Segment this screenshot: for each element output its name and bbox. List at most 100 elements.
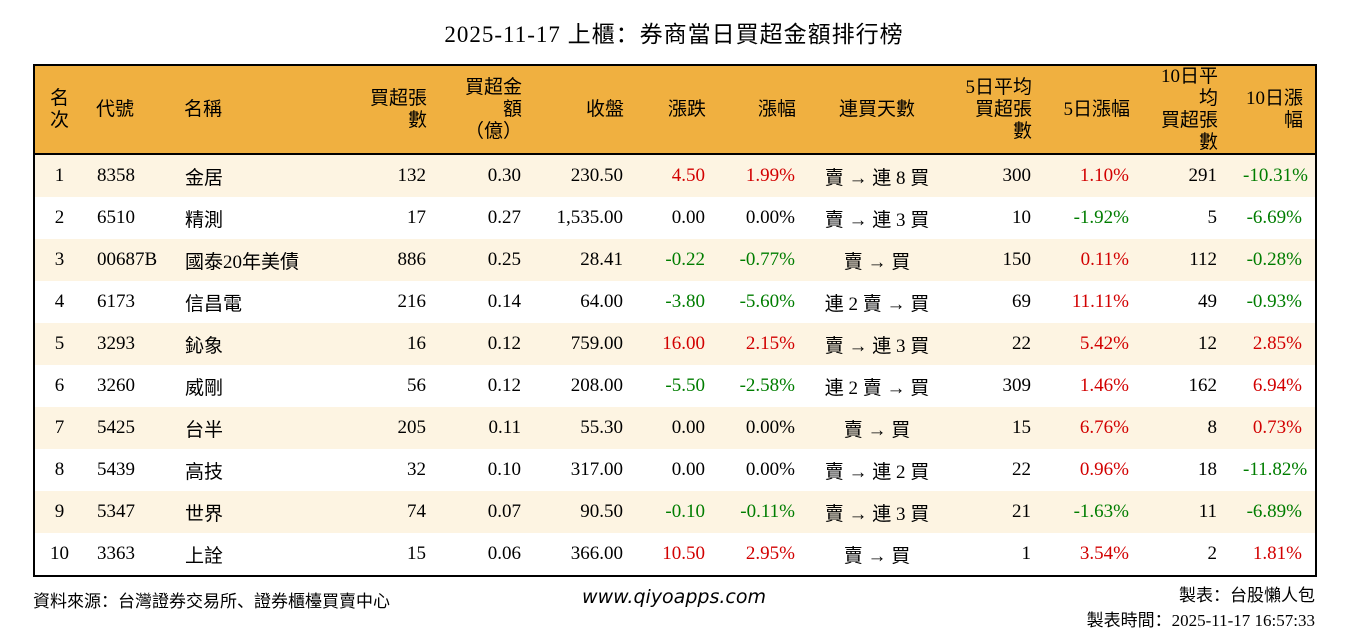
cell-close: 55.30 [580,417,623,439]
cell-close: 64.00 [580,291,623,313]
cell-code: 3363 [97,543,135,565]
cell-net_buy_lots: 216 [397,291,427,313]
cell-pct10: 6.94% [1252,375,1302,397]
cell-avg10_lots: 12 [1198,333,1217,355]
cell-rank: 6 [54,375,65,397]
cell-change_pct: 0.00% [745,207,795,229]
cell-pct5: 1.46% [1079,375,1129,397]
cell-change_pct: -0.11% [740,501,795,523]
cell-net_buy_lots: 132 [397,165,427,187]
cell-pct5: -1.92% [1073,207,1129,229]
cell-net_buy_amount: 0.30 [487,165,521,187]
cell-code: 5347 [97,501,135,523]
cell-streak: 賣 → 連 3 買 [824,503,930,525]
column-header-net_buy_amount: 買超金額 （億） [439,65,534,156]
cell-net_buy_amount: 0.10 [487,459,521,481]
cell-close: 759.00 [570,333,623,355]
table-row: 10 3363 上詮 15 0.06 366.00 10.50 2.95% 賣 → 買 1 3.54… [34,533,1316,576]
cell-avg5_lots: 22 [1012,459,1031,481]
cell-pct5: 6.76% [1079,417,1129,439]
cell-change: -0.10 [665,501,705,523]
cell-streak: 連 2 賣 → 買 [824,293,930,315]
cell-code: 3260 [97,375,135,397]
column-header-rank: 名次 [34,65,84,156]
credit-block: 製表：台股懶人包 製表時間：2025-11-17 16:57:33 [766,584,1315,633]
cell-net_buy_amount: 0.12 [487,333,521,355]
cell-close: 90.50 [580,501,623,523]
cell-avg10_lots: 18 [1198,459,1217,481]
cell-change_pct: 0.00% [745,417,795,439]
cell-rank: 10 [50,543,69,565]
cell-streak: 賣 → 連 8 買 [824,167,930,189]
cell-net_buy_lots: 15 [407,543,426,565]
cell-avg10_lots: 49 [1198,291,1217,313]
cell-net_buy_lots: 16 [407,333,426,355]
cell-pct10: -11.82% [1243,459,1308,481]
cell-change_pct: -2.58% [739,375,795,397]
cell-rank: 5 [54,333,65,355]
table-row: 8 5439 高技 32 0.10 317.00 0.00 0.00% 賣 → 連 2 買 22 0… [34,449,1316,491]
cell-streak: 連 2 賣 → 買 [824,377,930,399]
cell-net_buy_amount: 0.25 [487,249,521,271]
cell-code: 6173 [97,291,135,313]
cell-rank: 4 [54,291,65,313]
cell-change_pct: 0.00% [745,459,795,481]
cell-avg10_lots: 112 [1189,249,1217,271]
cell-code: 5439 [97,459,135,481]
cell-pct10: -6.69% [1246,207,1302,229]
table-row: 1 8358 金居 132 0.30 230.50 4.50 1.99% 賣 → 連 8 買 30… [34,154,1316,198]
cell-code: 8358 [97,165,135,187]
column-header-change_pct: 漲幅 [718,65,808,156]
cell-net_buy_lots: 56 [407,375,426,397]
cell-change_pct: -5.60% [739,291,795,313]
website-text: www.qiyoapps.com [582,586,766,609]
cell-net_buy_lots: 17 [407,207,426,229]
cell-change_pct: 1.99% [745,165,795,187]
cell-net_buy_amount: 0.27 [487,207,521,229]
cell-net_buy_amount: 0.07 [487,501,521,523]
cell-pct5: 0.96% [1079,459,1129,481]
cell-pct5: 5.42% [1079,333,1129,355]
cell-net_buy_lots: 74 [407,501,426,523]
cell-close: 317.00 [570,459,623,481]
cell-pct10: -0.28% [1246,249,1302,271]
cell-rank: 7 [54,417,65,439]
made-time-text: 製表時間：2025-11-17 16:57:33 [1086,611,1315,631]
column-header-streak: 連買天數 [808,65,946,156]
cell-name: 高技 [185,461,224,483]
cell-pct10: -10.31% [1243,165,1308,187]
cell-pct10: -0.93% [1246,291,1302,313]
cell-pct10: 2.85% [1252,333,1302,355]
cell-net_buy_amount: 0.12 [487,375,521,397]
cell-net_buy_lots: 205 [397,417,427,439]
table-row: 6 3260 威剛 56 0.12 208.00 -5.50 -2.58% 連 2 賣 → 買 3… [34,365,1316,407]
cell-close: 230.50 [570,165,623,187]
cell-name: 精測 [185,209,224,231]
maker-text: 製表：台股懶人包 [1179,586,1315,606]
cell-avg5_lots: 22 [1012,333,1031,355]
cell-avg5_lots: 1 [1021,543,1032,565]
cell-change: -0.22 [665,249,705,271]
page-title: 2025-11-17 上櫃：券商當日買超金額排行榜 [444,22,904,47]
cell-change: 10.50 [662,543,705,565]
cell-avg10_lots: 162 [1188,375,1218,397]
cell-change_pct: -0.77% [739,249,795,271]
cell-name: 鈊象 [185,335,224,357]
cell-streak: 賣 → 買 [843,545,911,567]
table-row: 2 6510 精測 17 0.27 1,535.00 0.00 0.00% 賣 → 連 3 買 1… [34,197,1316,239]
cell-change_pct: 2.95% [745,543,795,565]
cell-avg5_lots: 10 [1012,207,1031,229]
cell-close: 208.00 [570,375,623,397]
column-header-net_buy_lots: 買超張數 [344,65,439,156]
data-source-text: 資料來源：台灣證券交易所、證券櫃檯買賣中心 [33,592,390,612]
cell-change: 0.00 [671,417,705,439]
column-header-name: 名稱 [172,65,344,156]
footer: 資料來源：台灣證券交易所、證券櫃檯買賣中心 www.qiyoapps.com 製… [33,584,1315,633]
cell-name: 世界 [185,503,224,525]
column-header-change: 漲跌 [636,65,718,156]
cell-avg10_lots: 8 [1207,417,1218,439]
table-row: 4 6173 信昌電 216 0.14 64.00 -3.80 -5.60% 連 2 賣 → 買… [34,281,1316,323]
table-row: 9 5347 世界 74 0.07 90.50 -0.10 -0.11% 賣 → 連 3 買 21… [34,491,1316,534]
cell-pct5: 1.10% [1079,165,1129,187]
cell-code: 6510 [97,207,135,229]
